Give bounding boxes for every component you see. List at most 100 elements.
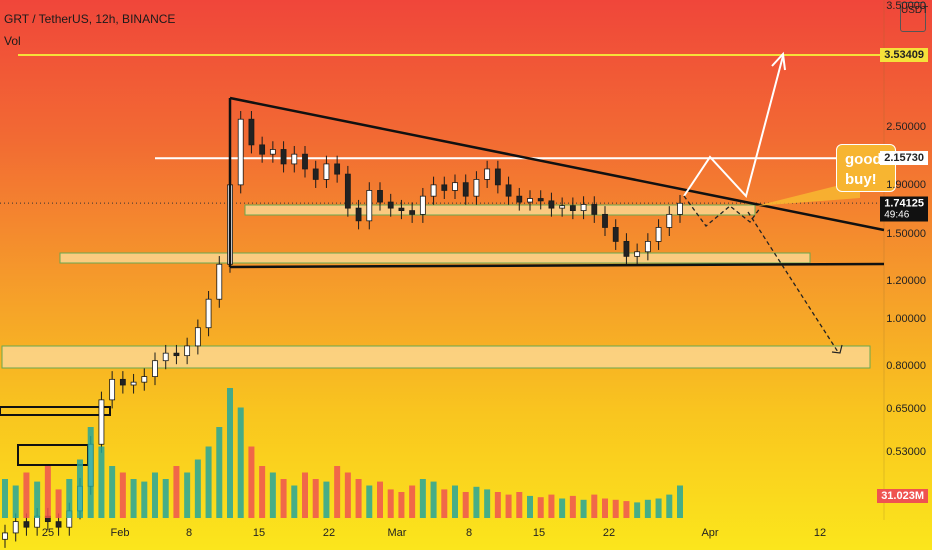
volume-bar [344,472,351,518]
lower-support-box [1,345,871,369]
annotation-line-2: buy! [845,171,877,188]
price-tick-label: 1.50000 [886,228,926,241]
candle-body [387,201,394,209]
candle-body [484,168,491,180]
volume-bar [259,466,266,518]
candle-body [623,241,630,257]
candle-body [591,204,598,215]
volume-bar [559,498,566,518]
candle-body [527,198,533,203]
volume-bar [505,494,512,518]
candle-body [602,213,608,228]
volume-bar [602,498,608,518]
candle-body [302,153,308,170]
volume-bar [269,472,276,518]
volume-bar [312,479,319,518]
volume-bar [227,388,233,518]
candle-body [248,118,255,146]
candle-body [355,207,362,222]
time-tick-label: Apr [701,527,719,539]
price-tick-label: 1.74125 49:46 [880,196,928,222]
volume-bar [23,472,30,518]
candle-body [12,521,19,534]
candle-body [323,163,330,180]
candle-countdown: 49:46 [884,209,910,221]
time-tick-label: 25 [41,527,55,539]
price-tick-label: 3.50000 [886,0,926,12]
descending-trendline [229,96,885,232]
volume-bar [334,466,341,518]
annotation-line-1: good f [845,151,891,168]
volume-bar [473,486,480,518]
time-tick-label: 22 [322,527,336,539]
candle-body [291,153,298,165]
time-tick-label: 12 [813,527,827,539]
candle-body [677,202,683,215]
candle-body [2,532,8,540]
candle-body [23,521,30,528]
candle-body [473,179,480,197]
volume-bar [612,499,619,518]
volume-bar [194,459,201,518]
consolidation-projection [683,195,761,227]
volume-bar [323,481,330,518]
candle-body [152,360,158,377]
candle-body [366,190,373,222]
volume-bar [141,481,148,518]
time-tick-label: 22 [602,527,616,539]
time-tick-label: Mar [387,527,407,539]
price-tick-label: 2.15730 [880,151,928,166]
time-tick-label: 15 [532,527,546,539]
volume-bar [66,479,73,518]
volume-bar [430,481,437,518]
price-tick-label: 0.80000 [886,359,926,372]
volume-bar [580,499,587,518]
volume-bar [677,485,683,518]
candle-body [441,184,448,191]
volume-bar [44,466,51,518]
volume-bar [494,492,501,518]
volume-bar [634,502,641,518]
candle-body [409,210,416,215]
candle-body [280,149,287,165]
price-tick-label: 2.50000 [886,121,926,134]
candle-body [655,227,662,242]
candle-body [344,173,351,209]
candle-body [634,251,641,257]
candle-body [580,204,587,212]
candle-body [162,352,169,362]
candle-body [184,345,191,357]
volume-bar [527,495,533,518]
volume-bar [548,494,555,518]
volume-bar [34,481,41,518]
volume-bar [409,485,416,518]
candle-body [141,376,148,383]
volume-bar [119,472,126,518]
volume-bar [655,498,662,518]
currency-badge[interactable]: USDT [900,2,928,32]
candle-body [237,118,244,186]
candle-body [334,163,341,175]
middle-support-box [59,252,811,264]
chart-title: GRT / TetherUS, 12h, BINANCE [4,12,176,26]
volume-bar [184,472,191,518]
volume-bar [666,494,673,518]
candle-body [216,263,223,300]
upper-support-box [244,204,756,216]
volume-bar [173,466,180,518]
time-tick-label: 8 [185,527,193,539]
bullish-arrowhead [771,51,786,71]
flat-support-line [229,262,885,269]
volume-bar [291,485,298,518]
time-tick-label: Feb [110,527,130,539]
candle-body [173,352,180,357]
volume-bar [205,446,212,518]
candle-body [194,327,201,347]
candle-body [612,227,619,242]
volume-bar [366,485,373,518]
candle-body [559,205,566,209]
candle-body [537,198,544,202]
volume-bar [98,446,105,518]
